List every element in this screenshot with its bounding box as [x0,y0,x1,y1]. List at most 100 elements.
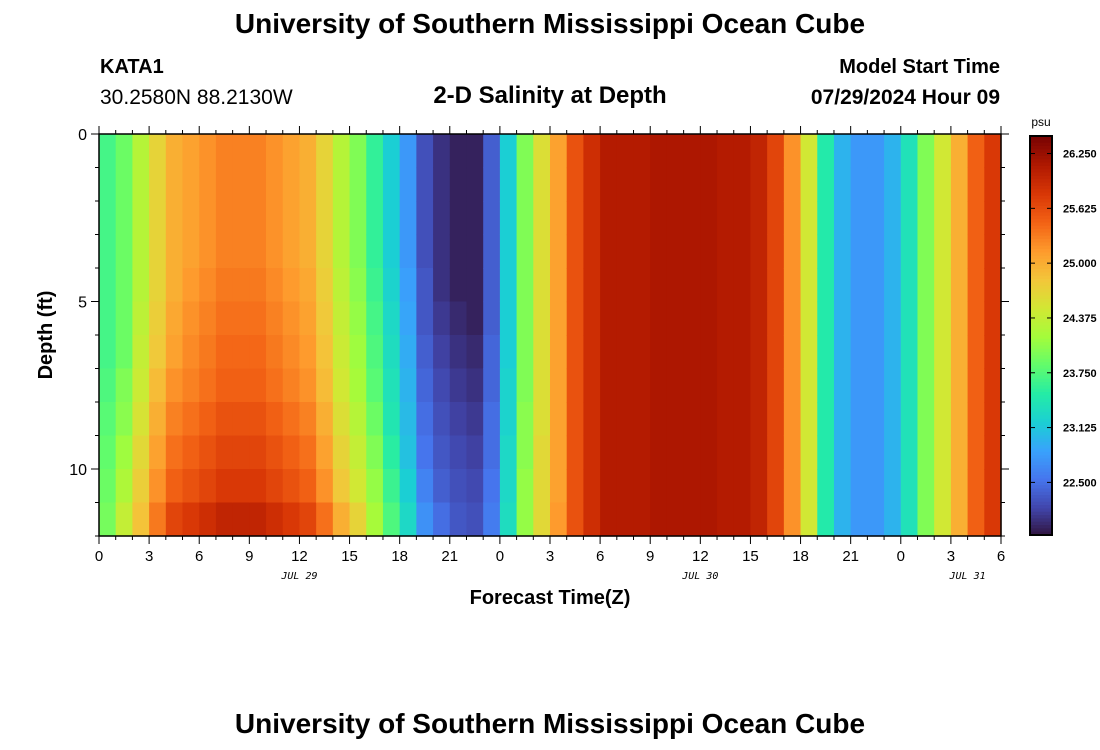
heatmap-cell [433,234,451,269]
heatmap-cell [316,335,334,370]
heatmap-cell [967,335,985,370]
heatmap-cell [282,167,301,202]
colorbar-tick-label: 23.125 [1063,423,1097,435]
colorbar-segment [1030,468,1052,473]
colorbar-segment [1030,471,1052,476]
heatmap-cell [199,201,217,236]
heatmap-cell [282,335,301,370]
heatmap-cell [115,402,133,437]
heatmap-cell [316,402,334,437]
heatmap-cell [382,335,401,370]
heatmap-cell [332,134,351,169]
station-coordinates: 30.2580N 88.2130W [100,86,293,109]
heatmap-cell [733,301,752,336]
heatmap-cell [616,469,635,504]
colorbar-segment [1030,175,1052,180]
heatmap-cell [666,301,685,336]
colorbar-segment [1030,278,1052,283]
heatmap-cell [550,368,568,403]
heatmap-cell [115,502,133,537]
colorbar-segment [1030,282,1052,287]
heatmap-cell [132,435,150,470]
heatmap-cell [717,301,735,336]
heatmap-cell [900,435,919,470]
heatmap-cell [650,201,668,236]
colorbar-segment [1030,305,1052,310]
heatmap-cell [366,435,384,470]
heatmap-cell [366,134,384,169]
heatmap-cell [483,502,501,537]
x-axis-label: Forecast Time(Z) [470,587,631,609]
heatmap-cell [733,201,752,236]
heatmap-cell [266,368,284,403]
heatmap-cell [950,502,969,537]
heatmap-cell [266,335,284,370]
colorbar-segment [1030,475,1052,480]
colorbar-segment [1030,368,1052,373]
colorbar-segment [1030,335,1052,340]
colorbar-segment [1030,325,1052,330]
date-label: JUL 31 [949,571,986,582]
heatmap-cell [700,167,718,202]
heatmap-cell [115,167,133,202]
heatmap-cell [600,234,618,269]
heatmap-cell [115,234,133,269]
colorbar: 26.250 25.625 25.000 24.375 23.750 23.125 22.5… [1029,135,1097,536]
heatmap-cell [867,234,885,269]
heatmap-cell [449,335,468,370]
heatmap-cell [449,435,468,470]
heatmap-cell [934,301,952,336]
heatmap-cell [533,402,551,437]
heatmap-cell [399,134,417,169]
heatmap-cell [683,368,701,403]
heatmap-cell [449,502,468,537]
heatmap-cell [850,301,868,336]
heatmap-cell [733,268,752,303]
heatmap-cell [583,134,601,169]
heatmap-cell [783,134,802,169]
heatmap-cell [867,368,885,403]
heatmap-cell [666,469,685,504]
heatmap-cell [884,301,902,336]
colorbar-segment [1030,328,1052,333]
heatmap-cell [349,167,367,202]
heatmap-cell [316,134,334,169]
heatmap-cell [950,435,969,470]
heatmap-cell [349,335,367,370]
heatmap-cell [199,435,217,470]
colorbar-segment [1030,192,1052,197]
heatmap-cell [199,368,217,403]
colorbar-segment [1030,461,1052,466]
heatmap-cell [550,502,568,537]
heatmap-cell [800,234,818,269]
heatmap-cell [132,502,150,537]
heatmap-cell [616,402,635,437]
heatmap-cell [249,435,267,470]
heatmap-cell [249,234,267,269]
colorbar-segment [1030,435,1052,440]
chart-title: 2-D Salinity at Depth [433,82,667,109]
heatmap-cell [249,167,267,202]
heatmap-cell [182,469,200,504]
heatmap-cell [466,368,484,403]
heatmap-cell [232,201,250,236]
heatmap-cell [767,167,785,202]
heatmap-cell [366,469,384,504]
heatmap-cell [316,301,334,336]
heatmap-cell [249,402,267,437]
colorbar-segment [1030,189,1052,194]
heatmap-cell [967,134,985,169]
heatmap-cell [499,301,518,336]
heatmap-cell [433,301,451,336]
heatmap-cell [399,301,417,336]
heatmap-cell [499,368,518,403]
heatmap-cell [249,469,267,504]
x-tick-label: 21 [441,548,458,565]
x-tick-label: 12 [291,548,308,565]
y-tick-labels: 0 5 10 [69,127,87,479]
heatmap-cell [499,335,518,370]
heatmap-cell [466,301,484,336]
colorbar-segment [1030,415,1052,420]
heatmap-cell [783,301,802,336]
heatmap-cell [967,435,985,470]
